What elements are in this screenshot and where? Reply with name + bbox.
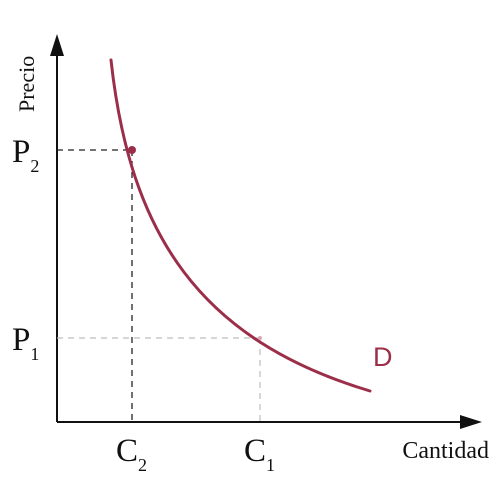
- demand-curve: [109, 58, 372, 393]
- point-p2-c2: [128, 146, 136, 154]
- quantity-label-c1: C1: [244, 433, 275, 475]
- price-label-p1: P1: [12, 322, 39, 364]
- quantity-label-c2: C2: [116, 433, 147, 475]
- y-axis-arrow: [50, 34, 64, 56]
- x-axis-arrow: [460, 415, 482, 429]
- y-axis-label: Precio: [14, 56, 39, 112]
- point-p1-c1: [258, 336, 262, 340]
- price-label-p2: P2: [12, 134, 39, 176]
- curve-label-d: D: [373, 342, 393, 372]
- x-axis-label: Cantidad: [402, 438, 489, 464]
